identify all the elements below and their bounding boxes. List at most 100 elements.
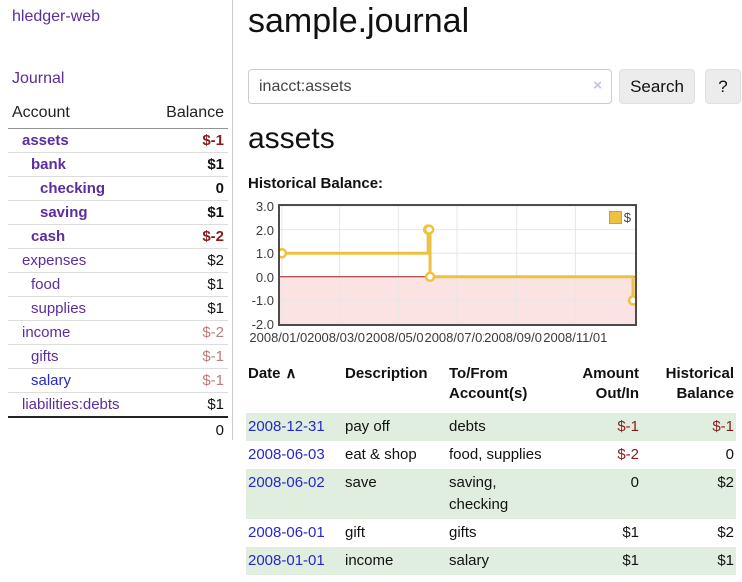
account-link[interactable]: income — [22, 324, 71, 341]
main-content: sample.journal × Search ? assets Histori… — [246, 0, 741, 575]
clear-search-icon[interactable]: × — [593, 77, 602, 94]
account-link[interactable]: salary — [31, 372, 72, 389]
transaction-balance: 0 — [725, 446, 734, 463]
sidebar-item-journal[interactable]: Journal — [12, 70, 65, 87]
account-row: salary $-1 — [8, 369, 228, 393]
account-balance-value: $-1 — [202, 372, 224, 389]
register-table: Date ∧ Description To/From Account(s) Amo… — [246, 360, 736, 575]
transaction-balance: $1 — [641, 547, 736, 575]
register-row: 2008-06-01 gift gifts $1 $2 — [246, 519, 736, 547]
register-row: 2008-06-03 eat & shop food, supplies $-2 0 — [246, 441, 736, 469]
transaction-date-link[interactable]: 2008-06-03 — [248, 446, 325, 463]
transaction-date-link[interactable]: 2008-01-01 — [248, 552, 325, 569]
amount-column-header: Amount Out/In — [582, 365, 639, 402]
account-row: income $-2 — [8, 321, 228, 345]
description-column-header: Description — [345, 365, 428, 382]
account-row: bank $1 — [8, 153, 228, 177]
account-link[interactable]: expenses — [22, 252, 87, 269]
account-link[interactable]: liabilities:debts — [22, 396, 120, 413]
y-axis-tick-label: 3.0 — [255, 199, 274, 214]
account-link[interactable]: gifts — [31, 348, 59, 365]
sidebar: hledger-web Journal Account Balance asse… — [0, 0, 232, 582]
transaction-amount: $-1 — [559, 413, 641, 441]
account-row: gifts $-1 — [8, 345, 228, 369]
y-axis-tick-label: -2.0 — [251, 317, 274, 332]
transaction-date-link[interactable]: 2008-12-31 — [248, 418, 325, 435]
chart-legend: $ — [607, 210, 632, 225]
account-balance-value: $-2 — [202, 324, 224, 341]
transaction-accounts: saving, checking — [447, 469, 559, 519]
account-row: assets $-1 — [8, 129, 228, 153]
sidebar-divider — [232, 0, 233, 440]
transaction-accounts: debts — [447, 413, 559, 441]
account-balance-value: $1 — [207, 300, 224, 317]
x-axis-tick-label: 2008/03/01 — [306, 330, 373, 345]
account-row: cash $-2 — [8, 225, 228, 249]
total-balance-value: 0 — [215, 422, 224, 439]
chart-canvas — [280, 206, 635, 324]
account-row: checking 0 — [8, 177, 228, 201]
account-link[interactable]: assets — [22, 132, 69, 149]
help-button[interactable]: ? — [705, 69, 741, 104]
transaction-balance: $-1 — [641, 413, 736, 441]
account-row: liabilities:debts $1 — [8, 393, 228, 416]
account-link[interactable]: saving — [40, 204, 88, 221]
account-balance-value: $-2 — [202, 228, 224, 245]
search-input[interactable] — [248, 69, 612, 104]
account-balance-table: Account Balance assets $-1 bank $1 checking 0… — [8, 101, 228, 443]
account-total-row: 0 — [8, 416, 228, 443]
y-axis-tick-label: -1.0 — [251, 293, 274, 309]
y-axis-tick-label: 1.0 — [255, 246, 274, 262]
legend-label: $ — [623, 210, 631, 225]
register-row: 2008-01-01 income salary $1 $1 — [246, 547, 736, 575]
legend-swatch-icon — [608, 211, 622, 224]
date-column-header[interactable]: Date ∧ — [246, 360, 343, 413]
account-row: food $1 — [8, 273, 228, 297]
transaction-description: pay off — [343, 413, 447, 441]
transaction-description: eat & shop — [345, 446, 417, 463]
account-link[interactable]: food — [31, 276, 61, 293]
transaction-accounts: gifts — [449, 524, 477, 541]
transaction-description: gift — [345, 524, 366, 541]
app-brand-link[interactable]: hledger-web — [12, 8, 101, 25]
account-balance-value: $-1 — [202, 348, 224, 365]
page-title: sample.journal — [248, 2, 470, 40]
account-row: saving $1 — [8, 201, 228, 225]
transaction-description: save — [343, 469, 447, 519]
account-link[interactable]: cash — [31, 228, 66, 245]
register-header-row: Date ∧ Description To/From Account(s) Amo… — [246, 360, 736, 413]
account-balance-value: $1 — [207, 156, 224, 173]
chart-title: Historical Balance: — [248, 175, 384, 192]
transaction-description: income — [343, 547, 447, 575]
chart-plot-area: $ — [278, 204, 637, 326]
account-balance-value: $2 — [207, 252, 224, 269]
x-axis-tick-label: 2008/07/01 — [424, 330, 491, 345]
account-table-header: Account Balance — [8, 101, 228, 129]
search-input-wrap: × — [248, 69, 612, 104]
register-row: 2008-06-02 save saving, checking 0 $2 — [246, 469, 736, 519]
account-column-header: Account — [12, 104, 70, 121]
account-balance-value: $-1 — [202, 132, 224, 149]
transaction-date-link[interactable]: 2008-06-02 — [248, 474, 325, 491]
account-link[interactable]: supplies — [31, 300, 87, 317]
x-axis-tick-label: 2008/05/01 — [365, 330, 432, 345]
sort-ascending-icon: ∧ — [285, 365, 297, 382]
x-axis-tick-label: 2008/01/01 — [248, 330, 315, 345]
search-form: × Search ? — [248, 69, 741, 104]
account-link[interactable]: bank — [31, 156, 67, 173]
accounts-column-header: To/From Account(s) — [449, 365, 528, 402]
transaction-balance: $2 — [641, 469, 736, 519]
account-row: expenses $2 — [8, 249, 228, 273]
account-link[interactable]: checking — [40, 180, 106, 197]
x-axis-tick-label: 2008/11/01 — [542, 330, 609, 345]
search-button[interactable]: Search — [619, 69, 695, 104]
balance-column-header: Balance — [166, 104, 224, 121]
x-axis-tick-label: 2008/09/01 — [483, 330, 550, 345]
account-rows: assets $-1 bank $1 checking 0 saving $1 cash $-2 e… — [8, 129, 228, 416]
transaction-date-link[interactable]: 2008-06-01 — [248, 524, 325, 541]
account-balance-value: $1 — [207, 276, 224, 293]
account-heading: assets — [248, 122, 335, 155]
balance-column-header: Historical Balance — [665, 365, 734, 402]
transaction-amount: $-2 — [617, 446, 639, 463]
